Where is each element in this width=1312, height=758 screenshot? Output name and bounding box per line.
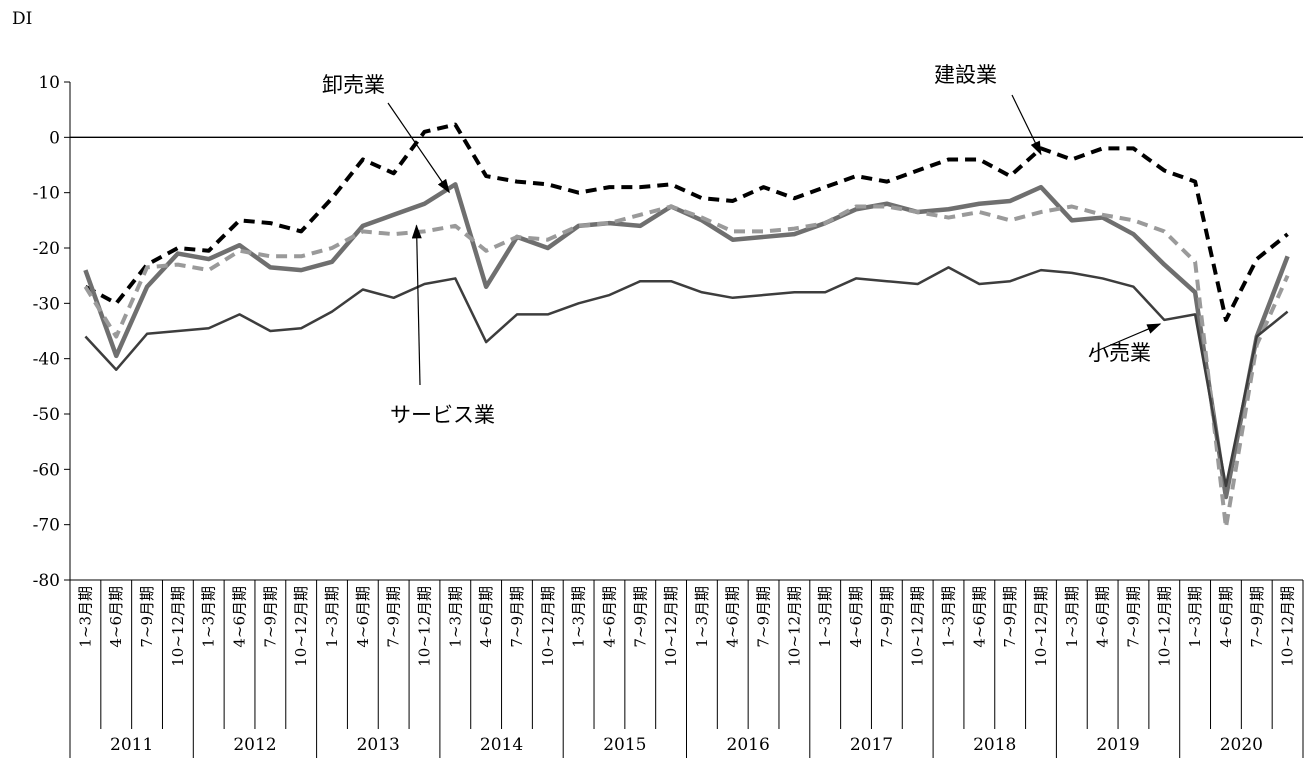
x-tick-label: 7~9月期 [138,586,156,648]
y-tick-label: 0 [49,128,60,148]
x-tick-label: 7~9月期 [508,586,526,648]
year-label: 2018 [973,735,1016,755]
x-tick-label: 7~9月期 [631,586,649,648]
x-category-labels: 1~3月期 4~6月期 7~9月期 10~12月期 2011 1~3月期 4~6月期 7~9月… [69,580,1304,758]
series-line-建設業 [84,122,1289,322]
annotation-arrow [387,102,450,194]
x-tick-label: 1~3月期 [446,586,464,648]
y-tick-label: -20 [33,239,60,259]
year-label: 2020 [1220,735,1263,755]
y-tick-label: -30 [33,294,60,314]
x-tick-label: 4~6月期 [724,586,742,648]
series-line-小売業 [84,266,1289,488]
year-label: 2019 [1096,735,1139,755]
x-tick-label: 7~9月期 [878,586,896,648]
x-tick-label: 4~6月期 [1094,586,1112,648]
x-tick-label: 10~12月期 [292,586,310,667]
x-tick-label: 7~9月期 [385,586,403,648]
x-tick-label: 4~6月期 [354,586,372,648]
series-lines [83,122,1290,530]
year-label: 2011 [110,735,153,755]
y-tick-label: -80 [33,571,60,591]
annotation-label: 建設業 [934,63,997,87]
x-tick-label: 7~9月期 [1248,586,1266,648]
x-tick-label: 4~6月期 [231,586,249,648]
y-tick-label: -60 [33,460,60,480]
axes: 10 0 -10 -20 -30 -40 -50 -60 -70 -80 [33,73,1303,758]
x-tick-label: 4~6月期 [1217,586,1235,648]
x-tick-label: 4~6月期 [600,586,618,648]
year-label: 2016 [727,735,770,755]
x-tick-label: 4~6月期 [107,586,125,648]
x-tick-label: 10~12月期 [415,586,433,667]
y-tick-label: 10 [38,73,60,93]
x-tick-label: 10~12月期 [785,586,803,667]
x-tick-label: 7~9月期 [755,586,773,648]
annotation-label: サービス業 [390,403,495,427]
y-axis-label: DI [12,9,32,29]
year-label: 2015 [603,735,646,755]
year-label: 2012 [233,735,276,755]
x-tick-label: 4~6月期 [970,586,988,648]
y-tick-label: -10 [33,184,60,204]
annotation-label: 小売業 [1088,341,1151,365]
annotation-arrow [411,224,422,386]
x-tick-label: 1~3月期 [570,586,588,648]
annotation-arrow [1091,323,1162,354]
x-tick-label: 1~3月期 [816,586,834,648]
x-tick-label: 7~9月期 [261,586,279,648]
x-tick-label: 10~12月期 [539,586,557,667]
x-tick-label: 7~9月期 [1001,586,1019,648]
annotation-label: 卸売業 [322,73,385,97]
x-tick-label: 1~3月期 [76,586,94,648]
x-tick-label: 4~6月期 [477,586,495,648]
x-tick-label: 1~3月期 [693,586,711,648]
x-tick-label: 1~3月期 [1063,586,1081,648]
x-tick-label: 10~12月期 [909,586,927,667]
x-tick-label: 1~3月期 [1186,586,1204,648]
x-tick-label: 1~3月期 [940,586,958,648]
x-tick-label: 10~12月期 [1032,586,1050,667]
series-line-サービス業 [83,204,1290,530]
y-tick-label: -50 [33,405,60,425]
x-tick-label: 4~6月期 [847,586,865,648]
year-label: 2013 [357,735,400,755]
x-tick-label: 1~3月期 [200,586,218,648]
x-tick-label: 10~12月期 [1155,586,1173,667]
y-tick-label: -70 [33,516,60,536]
annotation-arrow [1011,94,1042,156]
y-tick-label: -40 [33,350,60,370]
year-label: 2017 [850,735,893,755]
x-tick-label: 10~12月期 [169,586,187,667]
year-label: 2014 [480,735,523,755]
x-tick-label: 7~9月期 [1124,586,1142,648]
x-tick-label: 10~12月期 [662,586,680,667]
x-tick-label: 10~12月期 [1279,586,1297,667]
x-tick-label: 1~3月期 [323,586,341,648]
